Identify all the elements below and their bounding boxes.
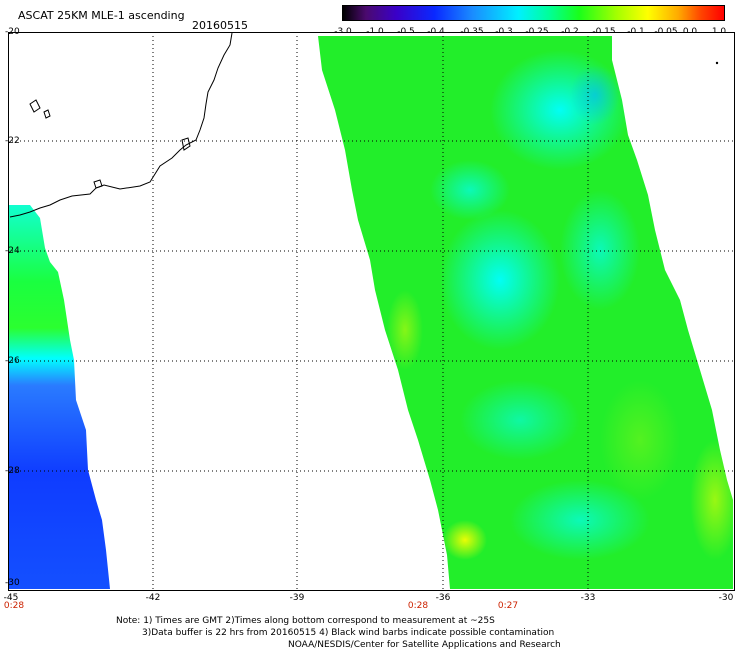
map-dot (715, 61, 719, 65)
lon-label: -30 (718, 593, 734, 603)
west-swath (9, 205, 110, 589)
footer-note-3: NOAA/NESDIS/Center for Satellite Applica… (288, 640, 561, 650)
lon-label: -45 (3, 593, 19, 603)
color-scale-bar (342, 5, 725, 21)
lat-label: -30 (5, 578, 20, 588)
coastal-island (181, 137, 191, 151)
coastal-island (43, 109, 51, 119)
map-date: 20160515 (192, 19, 248, 32)
footer-note-1: Note: 1) Times are GMT 2)Times along bot… (116, 616, 495, 626)
lon-label: -39 (289, 593, 305, 603)
lon-label: -33 (580, 593, 596, 603)
time-label: 0:28 (3, 601, 25, 611)
time-label: 0:28 (407, 601, 429, 611)
lat-label: -22 (5, 136, 20, 146)
lat-label: -20 (5, 27, 20, 37)
coastal-island (93, 179, 103, 189)
time-label: 0:27 (497, 601, 519, 611)
lon-label: -36 (435, 593, 451, 603)
lon-label: -42 (145, 593, 161, 603)
footer-note-2: 3)Data buffer is 22 hrs from 20160515 4)… (142, 628, 555, 638)
lat-label: -26 (5, 356, 20, 366)
coastal-island (29, 99, 41, 113)
lat-label: -24 (5, 246, 20, 256)
east-swath (318, 36, 733, 589)
map-title: ASCAT 25KM MLE-1 ascending (18, 9, 185, 22)
coastline (9, 32, 233, 218)
lat-lon-grid (8, 32, 733, 589)
lat-label: -28 (5, 466, 20, 476)
